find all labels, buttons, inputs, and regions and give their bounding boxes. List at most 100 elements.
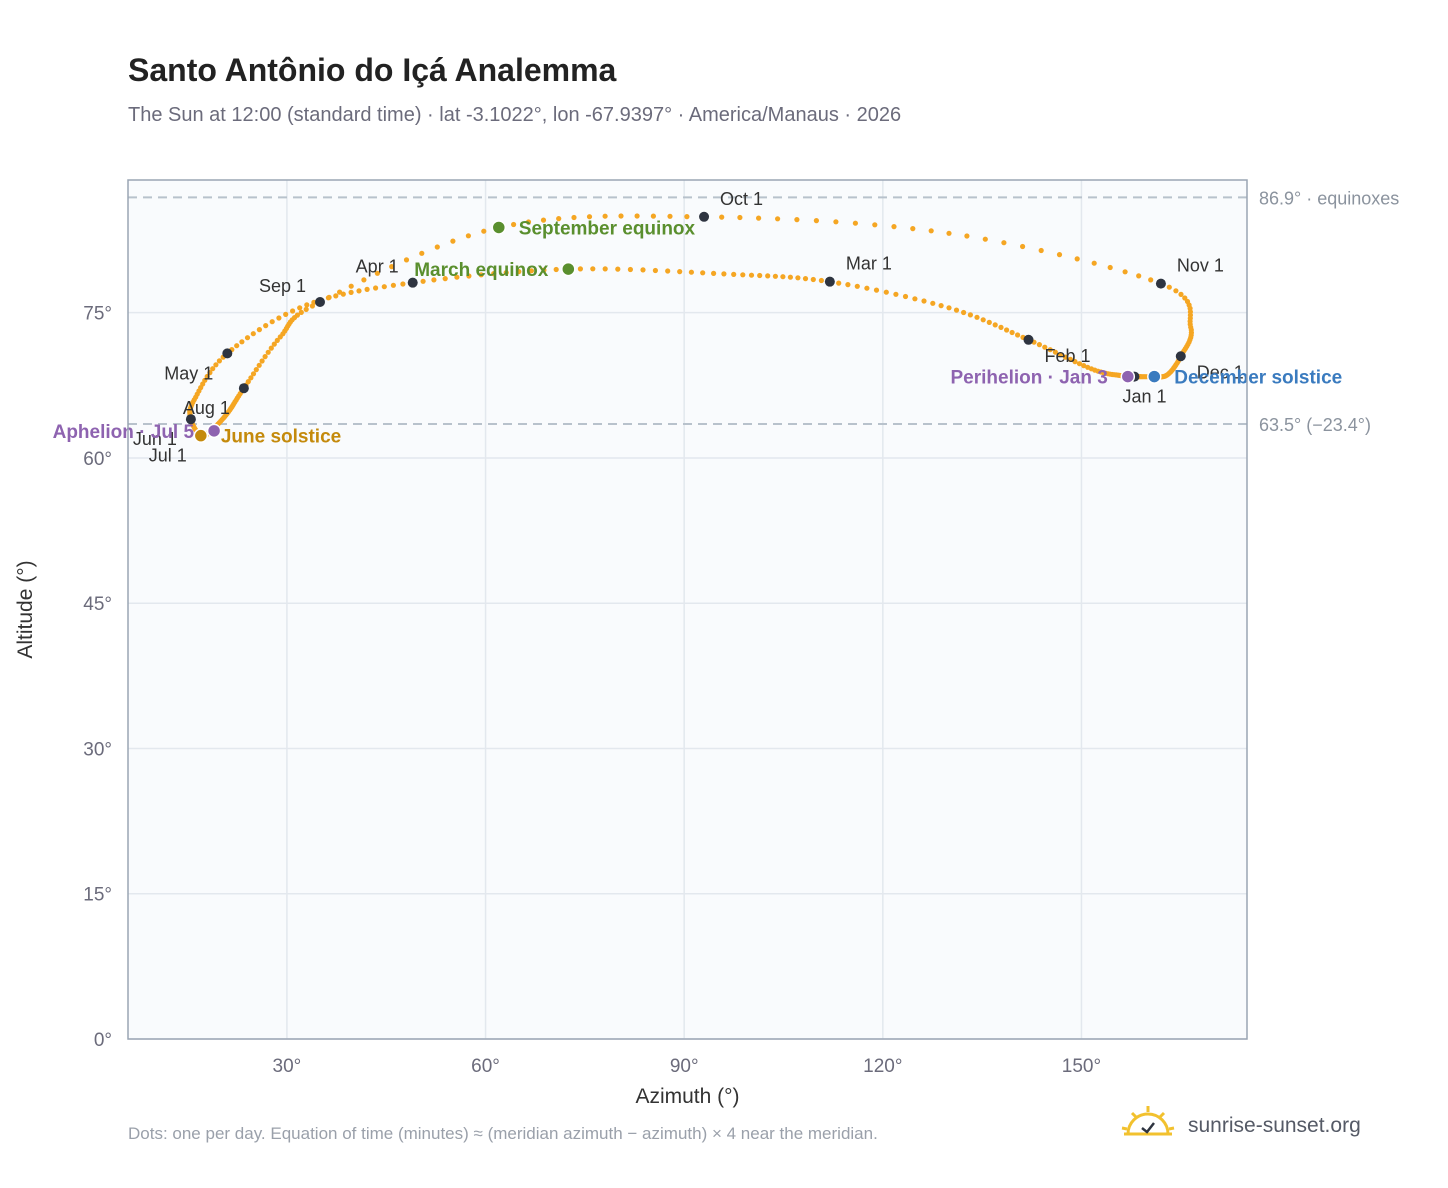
day-dot (602, 266, 608, 272)
month-marker (1175, 351, 1186, 362)
day-dot (478, 272, 484, 278)
day-dot (259, 358, 265, 364)
day-dot (491, 271, 497, 277)
event-marker (1147, 369, 1162, 384)
day-dot (795, 275, 801, 281)
y-tick-label: 0° (94, 1030, 112, 1051)
day-dot (528, 268, 535, 274)
day-dot (740, 272, 746, 278)
day-dot (787, 274, 794, 280)
day-dot (1091, 260, 1097, 266)
month-label: Apr 1 (356, 257, 399, 277)
event-label: Perihelion · Jan 3 (950, 368, 1107, 389)
y-tick-label: 15° (83, 885, 112, 906)
event-label: December solstice (1174, 368, 1342, 389)
day-dot (348, 283, 354, 289)
day-dot (921, 298, 927, 304)
reference-line-label: 86.9° · equinoxes (1259, 188, 1399, 208)
day-dot (992, 322, 998, 328)
day-dot (245, 379, 251, 385)
brand[interactable]: sunrise-sunset.org (1120, 1104, 1361, 1148)
day-dot (516, 269, 522, 275)
day-dot (757, 272, 763, 279)
day-dot (938, 303, 944, 309)
day-dot (634, 213, 640, 219)
y-tick-label: 60° (83, 449, 112, 470)
day-dot (893, 291, 899, 297)
day-dot (1085, 364, 1091, 370)
day-dot (953, 307, 960, 313)
day-dot (833, 219, 839, 225)
day-dot (737, 214, 743, 221)
day-dot (256, 327, 262, 333)
day-dot (1107, 264, 1113, 271)
month-label: Mar 1 (846, 254, 892, 274)
event-marker (561, 261, 576, 277)
y-tick-label: 30° (83, 739, 112, 760)
day-dot (577, 266, 584, 272)
day-dot (794, 217, 800, 223)
day-dot (454, 274, 460, 280)
day-dot (721, 271, 727, 277)
month-label: Sep 1 (259, 276, 306, 296)
day-dot (337, 289, 343, 295)
day-dot (1074, 256, 1080, 262)
month-label: Jul 1 (149, 446, 187, 466)
day-dot (1166, 284, 1172, 290)
x-tick-label: 90° (670, 1056, 699, 1077)
plot-area (128, 180, 1247, 1039)
day-dot (540, 217, 547, 223)
day-dot (442, 276, 448, 282)
day-dot (419, 250, 425, 256)
month-label: Dec 1 (1197, 362, 1244, 382)
sun-check-icon (1121, 1106, 1175, 1136)
day-dot (1081, 363, 1087, 369)
day-dot (627, 266, 634, 273)
day-dot (213, 362, 219, 368)
day-dot (216, 358, 222, 364)
day-dot (912, 296, 918, 302)
chart-subtitle: The Sun at 12:00 (standard time) · lat -… (128, 104, 902, 126)
day-dot (748, 272, 755, 278)
day-dot (852, 220, 859, 226)
day-dot (946, 305, 952, 311)
month-marker (699, 211, 710, 222)
day-dot (1015, 332, 1021, 338)
day-dot (373, 285, 379, 291)
day-dot (309, 303, 315, 309)
day-dot (640, 267, 646, 273)
day-dot (465, 233, 471, 239)
day-dot (1182, 295, 1188, 301)
day-dot (1057, 352, 1064, 358)
day-dot (810, 276, 816, 283)
day-dot (982, 236, 988, 242)
day-dot (780, 274, 786, 280)
day-dot (836, 280, 842, 286)
day-dot (615, 266, 621, 272)
day-dot (1178, 291, 1184, 297)
plot-frame (127, 179, 1248, 1040)
day-dot (1009, 329, 1015, 336)
day-dot (711, 270, 717, 276)
day-dot (1136, 273, 1142, 279)
day-dot (381, 284, 387, 290)
event-markers: March equinox September equinox June solst… (53, 218, 1343, 447)
day-dot (802, 276, 809, 282)
day-dot (263, 323, 269, 329)
day-dot (269, 319, 275, 325)
day-dot (248, 375, 254, 381)
day-dot (772, 273, 779, 279)
day-dot (326, 294, 332, 300)
month-label: Nov 1 (1177, 256, 1224, 276)
day-dot (986, 319, 992, 325)
month-label: Jun 1 (133, 429, 177, 449)
month-marker (824, 276, 835, 287)
day-dot (253, 367, 259, 373)
day-dot (974, 314, 980, 320)
event-marker (491, 220, 507, 235)
day-dot (590, 266, 596, 272)
day-dot (688, 269, 695, 275)
x-tick-label: 60° (471, 1056, 500, 1077)
